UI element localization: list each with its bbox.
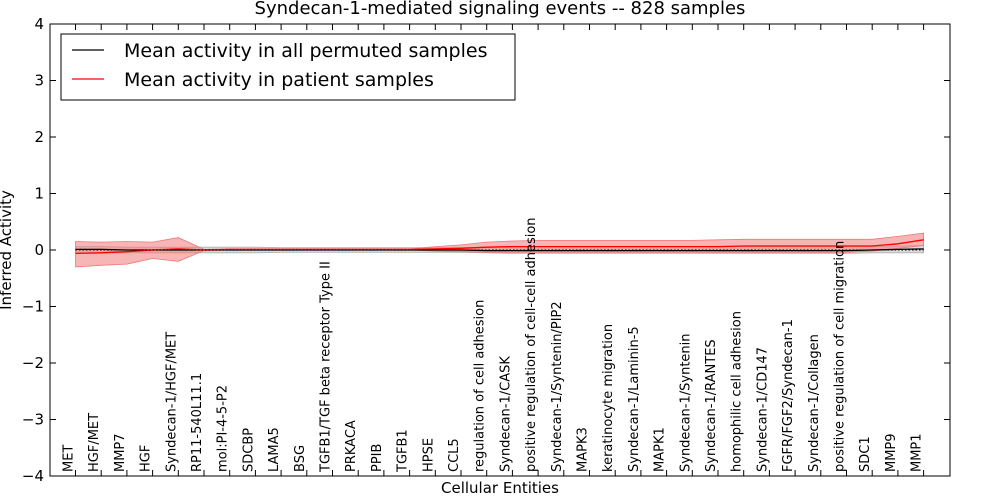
x-tick-label: MAPK3 bbox=[576, 427, 591, 472]
x-tick-label: Syndecan-1/RANTES bbox=[704, 339, 719, 472]
x-tick-label: Syndecan-1/CD147 bbox=[755, 347, 770, 472]
y-tick-label: 1 bbox=[34, 185, 44, 203]
x-tick-label: MET bbox=[62, 445, 77, 472]
x-tick-label: homophilic cell adhesion bbox=[730, 311, 745, 472]
y-tick-label: −4 bbox=[22, 467, 44, 485]
x-tick-label: MAPK1 bbox=[653, 427, 668, 472]
x-tick-label: keratinocyte migration bbox=[601, 324, 616, 472]
x-tick-label: PRKACA bbox=[344, 420, 359, 472]
y-tick-label: −1 bbox=[22, 298, 44, 316]
x-tick-label: regulation of cell adhesion bbox=[473, 300, 488, 472]
x-tick-label: HGF bbox=[139, 445, 154, 472]
y-axis: 4 3 2 1 0 −1 −2 −3 −4 bbox=[22, 15, 950, 485]
y-tick-label: 4 bbox=[34, 15, 44, 33]
legend-box bbox=[60, 33, 516, 101]
x-tick-label: Syndecan-1/Syntenin/PIP2 bbox=[550, 301, 565, 472]
x-tick-label: RP11-540L11.1 bbox=[190, 373, 205, 472]
x-tick-label: positive regulation of cell-cell adhesio… bbox=[524, 217, 539, 472]
y-tick-label: −3 bbox=[22, 411, 44, 429]
x-tick-label: LAMA5 bbox=[267, 427, 282, 472]
chart-title: Syndecan-1-mediated signaling events -- … bbox=[255, 0, 746, 19]
x-tick-label: MMP9 bbox=[884, 433, 899, 472]
x-axis-label: Cellular Entities bbox=[441, 479, 559, 497]
x-tick-label: TGFB1/TGF beta receptor Type II bbox=[319, 261, 334, 473]
legend-label-permuted: Mean activity in all permuted samples bbox=[124, 40, 487, 62]
x-tick-label: FGFR/FGF2/Syndecan-1 bbox=[781, 319, 796, 472]
x-tick-label: CCL5 bbox=[447, 438, 462, 472]
x-tick-label: Syndecan-1/Syntenin bbox=[678, 334, 693, 473]
x-tick-label: HGF/MET bbox=[87, 413, 102, 472]
x-tick-label: SDCBP bbox=[241, 428, 256, 472]
y-tick-label: 3 bbox=[34, 72, 44, 90]
x-tick-label: BSG bbox=[293, 445, 308, 472]
series-lines bbox=[75, 239, 924, 255]
legend-label-patient: Mean activity in patient samples bbox=[124, 69, 434, 91]
y-tick-label: 0 bbox=[34, 241, 44, 259]
x-tick-label: PPIB bbox=[370, 444, 385, 472]
y-axis-label: Inferred Activity bbox=[0, 190, 15, 310]
x-tick-label: HPSE bbox=[421, 438, 436, 472]
x-tick-label: Syndecan-1/HGF/MET bbox=[164, 332, 179, 472]
x-axis: MET HGF/MET MMP7 HGF Syndecan-1/HGF/MET RP11-… bbox=[62, 24, 925, 476]
x-tick-label: TGFB1 bbox=[396, 429, 411, 473]
x-tick-label: mol:PI-4-5-P2 bbox=[216, 385, 231, 472]
legend: Mean activity in all permuted samples Me… bbox=[60, 33, 516, 101]
x-tick-label: SDC1 bbox=[858, 436, 873, 472]
y-tick-label: −2 bbox=[22, 354, 44, 372]
x-tick-label: MMP1 bbox=[910, 433, 925, 472]
x-tick-label: MMP7 bbox=[113, 433, 128, 472]
x-tick-label: Syndecan-1/Laminin-5 bbox=[627, 326, 642, 472]
y-tick-label: 2 bbox=[34, 128, 44, 146]
x-tick-label: positive regulation of cell migration bbox=[833, 241, 848, 472]
x-tick-label: Syndecan-1/CASK bbox=[498, 356, 513, 472]
x-tick-label: Syndecan-1/Collagen bbox=[807, 334, 822, 472]
